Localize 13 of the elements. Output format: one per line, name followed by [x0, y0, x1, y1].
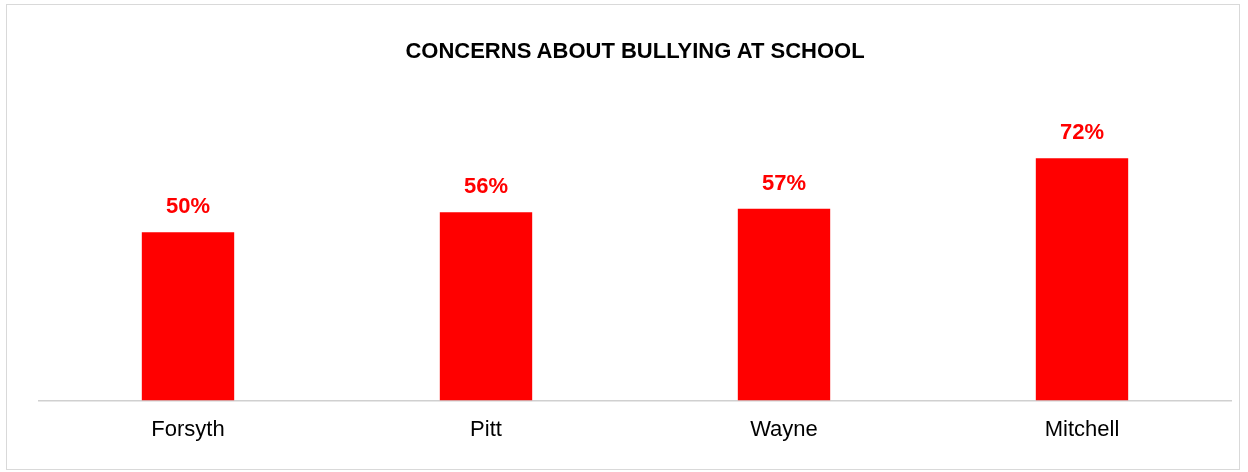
x-tick-label: Forsyth — [151, 415, 225, 441]
x-tick-label: Wayne — [750, 415, 818, 441]
bar — [1035, 158, 1129, 401]
bar — [141, 232, 235, 401]
data-label: 50% — [165, 193, 211, 219]
data-label: 56% — [463, 173, 509, 199]
chart-title: CONCERNS ABOUT BULLYING AT SCHOOL — [405, 38, 865, 64]
bar — [439, 212, 533, 401]
data-label: 72% — [1059, 119, 1105, 145]
bar — [737, 208, 831, 401]
x-tick-label: Pitt — [470, 415, 502, 441]
x-tick-label: Mitchell — [1044, 415, 1120, 441]
data-label: 57% — [761, 169, 807, 195]
